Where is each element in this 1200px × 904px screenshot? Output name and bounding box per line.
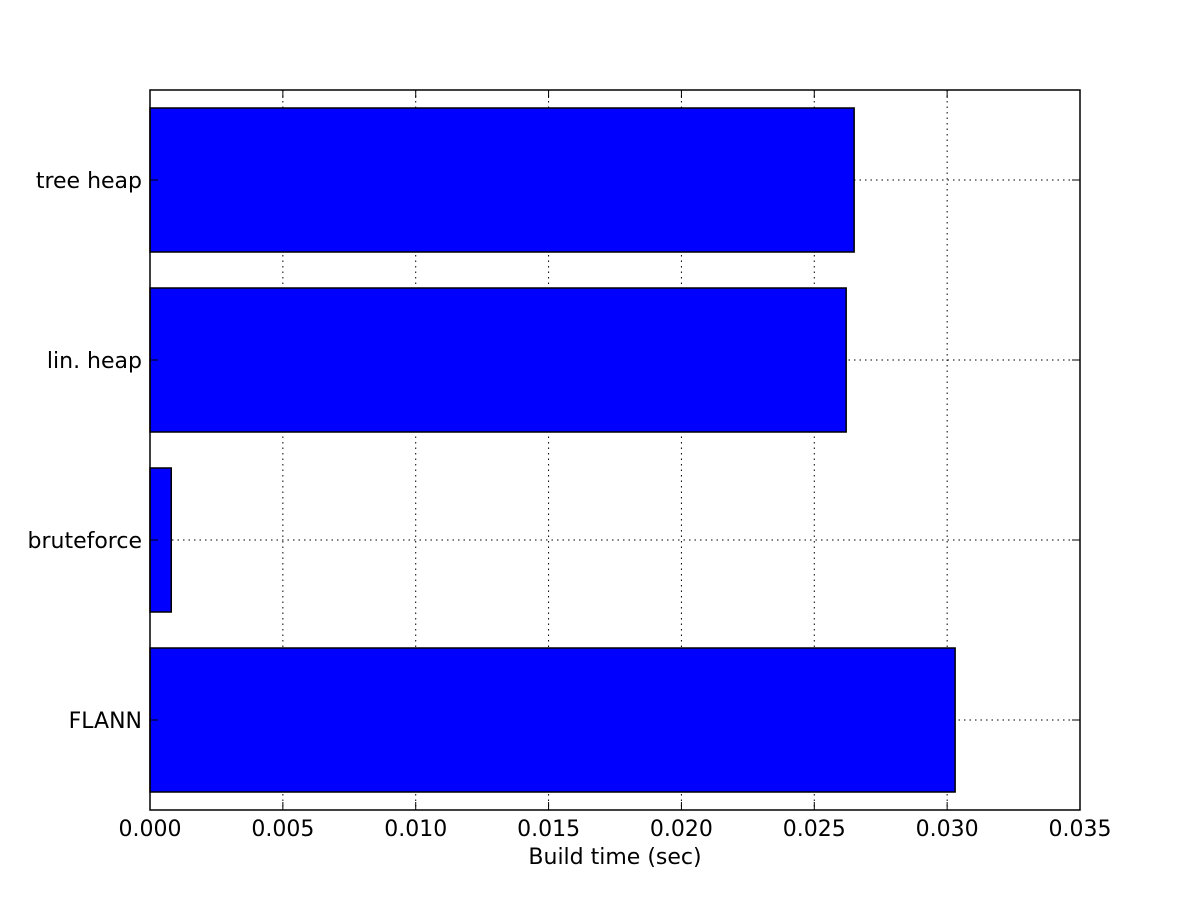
x-tick-label: 0.025 [783, 817, 846, 842]
y-tick-label: FLANN [69, 709, 142, 734]
y-tick-label: lin. heap [47, 349, 142, 374]
bar-lin-heap [149, 287, 847, 433]
y-tick-label: bruteforce [27, 529, 142, 554]
x-tick-label: 0.020 [650, 817, 713, 842]
bar-flann [149, 647, 956, 793]
bar-tree-heap [149, 107, 855, 253]
x-tick-label: 0.005 [251, 817, 314, 842]
x-tick-label: 0.000 [119, 817, 182, 842]
x-tick-label: 0.010 [384, 817, 447, 842]
tick-marks [149, 90, 1081, 810]
x-tick-label: 0.030 [916, 817, 979, 842]
bars [149, 107, 956, 793]
x-tick-label: 0.015 [517, 817, 580, 842]
x-axis-label: Build time (sec) [528, 845, 701, 870]
x-tick-label: 0.035 [1049, 817, 1112, 842]
y-tick-labels: FLANN bruteforce lin. heap tree heap [27, 169, 142, 734]
x-tick-labels: 0.000 0.005 0.010 0.015 0.020 0.025 0.030 0.035 [119, 817, 1112, 842]
y-tick-label: tree heap [36, 169, 142, 194]
plot-frame [149, 89, 1081, 811]
